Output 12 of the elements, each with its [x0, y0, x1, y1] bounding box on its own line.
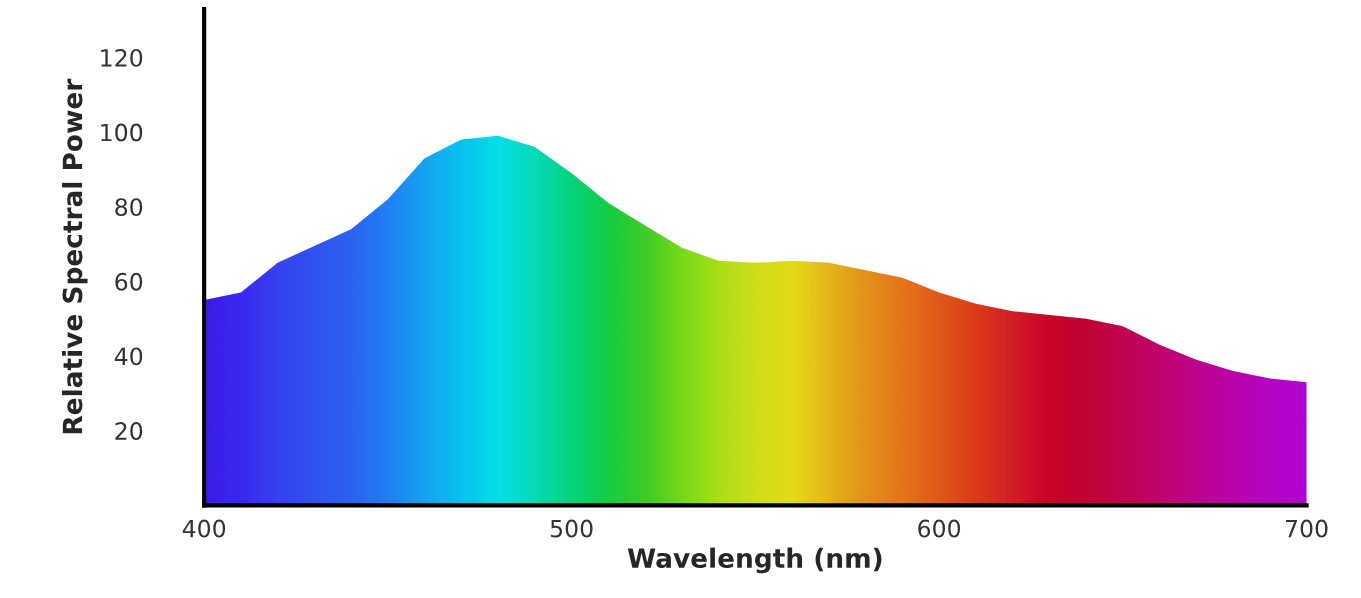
- x-tick-label: 600: [918, 519, 961, 538]
- x-tick-label: 500: [550, 519, 593, 538]
- y-tick-label: 20: [115, 422, 143, 440]
- y-axis-title: Relative Spectral Power: [62, 78, 88, 434]
- y-tick-label: 100: [101, 123, 143, 142]
- y-tick-label: 80: [115, 198, 143, 217]
- y-tick-label: 60: [115, 272, 143, 291]
- x-tick-label: 700: [1285, 519, 1328, 538]
- y-tick-label: 40: [114, 347, 143, 366]
- x-tick-label: 400: [182, 519, 226, 538]
- x-axis-title: Wavelength (nm): [627, 547, 882, 574]
- y-tick-label: 120: [101, 48, 143, 67]
